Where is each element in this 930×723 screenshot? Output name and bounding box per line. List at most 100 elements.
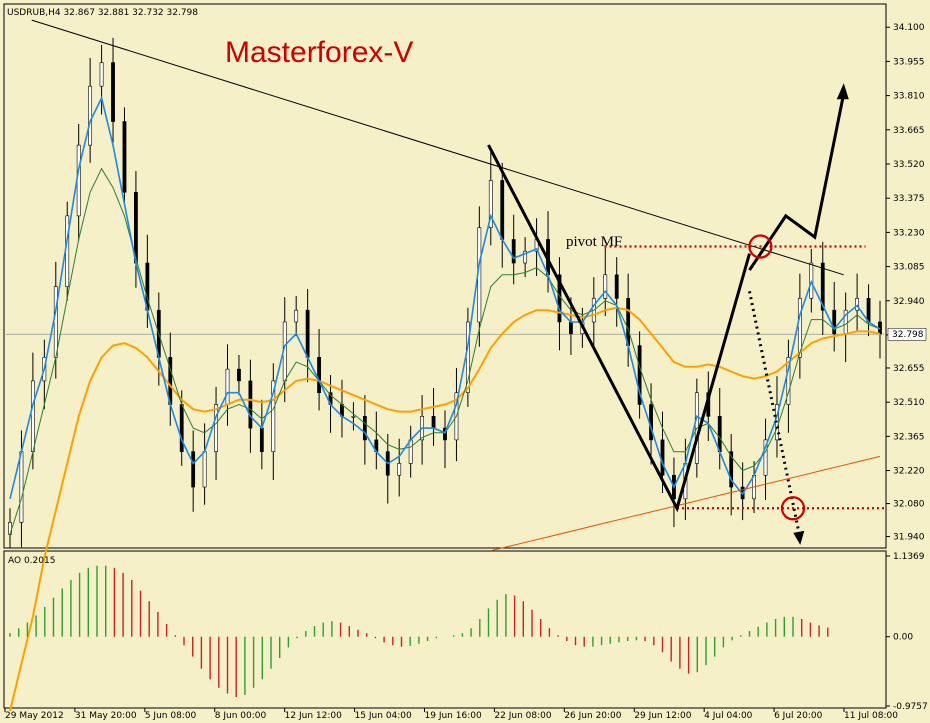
candle-body (729, 451, 734, 488)
price-tick-label: 32.940 (893, 297, 925, 307)
candle-body (99, 62, 104, 87)
price-tick-label: 32.220 (893, 467, 925, 477)
price-tick-label: 33.665 (893, 126, 925, 136)
time-tick-label: 5 Jun 08:00 (145, 711, 197, 721)
ao-tick-label: 0.00 (893, 633, 913, 643)
time-axis: 29 May 2012 31 May 20:00 5 Jun 08:00 8 Jun … (4, 708, 898, 721)
ao-title: AO 0.2015 (8, 556, 55, 566)
time-tick-label: 4 Jul 04:00 (704, 711, 753, 721)
candle-body (786, 357, 791, 405)
candle-body (225, 368, 230, 405)
price-tick-label: 31.940 (893, 533, 925, 543)
pivot-break-circle (748, 234, 773, 259)
main-chart-frame (3, 3, 887, 549)
ao-tick-label: -0.9757 (893, 702, 928, 712)
current-price-tag (887, 327, 927, 341)
candle-body (191, 451, 196, 488)
time-tick-label: 29 May 2012 (5, 711, 64, 721)
candle-body (179, 404, 184, 452)
candle-body (111, 62, 115, 122)
candle-body (30, 380, 35, 452)
candle-body (351, 416, 356, 418)
price-tick-label: 33.520 (893, 160, 925, 170)
ma-long-line (490, 455, 881, 552)
candle-body (866, 298, 871, 323)
candle-body (397, 463, 402, 476)
candle-body (820, 262, 825, 311)
candle-body (214, 404, 218, 452)
time-tick-label: 29 Jun 12:00 (634, 711, 691, 721)
candle-body (65, 215, 70, 287)
time-tick-label: 6 Jul 20:00 (774, 711, 823, 721)
price-tick-label: 34.100 (893, 23, 925, 33)
candle-body (237, 368, 241, 382)
support-target-circle (780, 496, 806, 521)
candle-body (88, 85, 93, 146)
price-tick-label: 33.810 (893, 92, 925, 102)
candle-body (797, 298, 802, 358)
candle-body (855, 298, 860, 311)
candle-body (431, 416, 436, 429)
wave-zigzag (487, 144, 751, 513)
candle-body (626, 298, 631, 346)
price-tick-label: 32.080 (893, 500, 925, 510)
main-chart-area (6, 19, 884, 712)
candle-body (271, 380, 276, 452)
candle-body (717, 416, 722, 452)
ao-indicator-area: 1.1369 0.00 -0.9757 (9, 552, 928, 712)
ma-slow-line (9, 306, 881, 712)
time-tick-label: 8 Jun 00:00 (215, 711, 267, 721)
candle-body (294, 309, 299, 323)
time-tick-label: 19 Jun 16:00 (425, 711, 482, 721)
time-tick-label: 22 Jun 08:00 (494, 711, 551, 721)
candle-body (603, 274, 608, 299)
candle-body (202, 451, 207, 488)
candle-body (500, 180, 505, 240)
forecast-up-arrowhead (836, 83, 849, 100)
candle-body (443, 427, 447, 441)
candle-body (259, 427, 264, 452)
candle-body (53, 286, 58, 358)
current-price-tag-label: 32.798 (892, 330, 924, 340)
price-tick-label: 33.955 (893, 57, 925, 67)
candle-body (832, 309, 837, 335)
pivot-mf-label: pivot MF (566, 234, 622, 250)
time-tick-label: 26 Jun 20:00 (564, 711, 621, 721)
candle-body (317, 357, 321, 394)
price-tick-label: 33.085 (893, 263, 925, 273)
symbol-info: USDRUB,H4 32.867 32.881 32.732 32.798 (7, 8, 198, 18)
candle-body (8, 522, 12, 535)
candle-body (408, 439, 413, 464)
candle-body (523, 250, 528, 264)
forecast-down-arrowhead (793, 530, 805, 545)
ma-fast-line (9, 95, 881, 499)
candle-body (19, 451, 24, 523)
time-tick-label: 11 Jul 08:00 (844, 711, 898, 721)
candle-body (362, 416, 367, 441)
candle-body (614, 274, 619, 299)
candle-body (305, 309, 310, 358)
ao-tick-label: 1.1369 (893, 552, 925, 562)
price-tick-label: 32.655 (893, 364, 925, 374)
candle-body (637, 345, 642, 405)
brand-title: Masterforex-V (225, 36, 413, 69)
candle-body (122, 121, 127, 193)
forecast-up-path (748, 92, 846, 271)
price-axis: 34.100 33.955 33.810 33.665 33.520 33.375 33.2… (886, 23, 927, 543)
candle-body (488, 180, 493, 228)
price-tick-label: 32.510 (893, 398, 925, 408)
price-tick-label: 33.230 (893, 228, 925, 238)
price-tick-label: 32.365 (893, 432, 925, 442)
resistance-trendline (31, 19, 844, 276)
time-tick-label: 15 Jun 04:00 (355, 711, 412, 721)
price-tick-label: 33.375 (893, 194, 925, 204)
time-tick-label: 31 May 20:00 (75, 711, 137, 721)
candle-body (248, 380, 253, 429)
candle-body (511, 239, 516, 264)
ao-frame (3, 550, 887, 709)
candle-body (569, 321, 573, 335)
time-tick-label: 12 Jun 12:00 (285, 711, 342, 721)
forecast-down-path (748, 291, 802, 540)
